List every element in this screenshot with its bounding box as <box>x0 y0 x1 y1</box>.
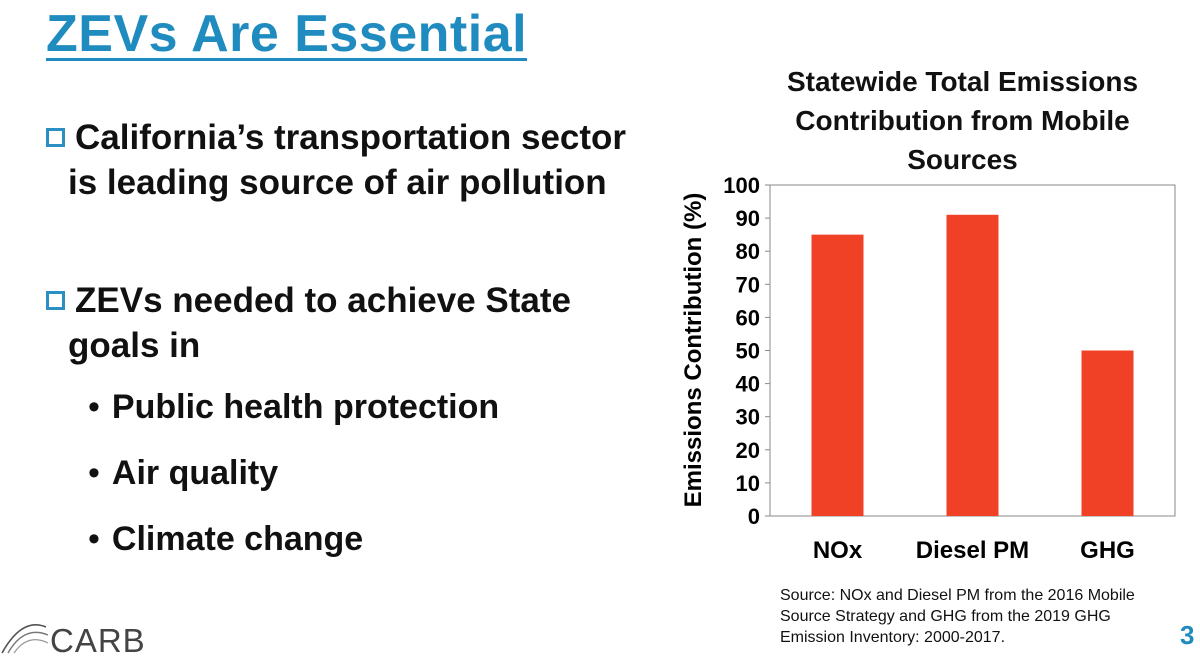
page-number: 3 <box>1180 620 1195 650</box>
y-tick-label: 30 <box>736 405 760 430</box>
y-tick-label: 90 <box>736 206 760 231</box>
x-tick-label: Diesel PM <box>916 537 1029 564</box>
y-tick-label: 80 <box>736 239 760 264</box>
y-tick-label: 20 <box>736 438 760 463</box>
x-tick-label: NOx <box>813 537 863 564</box>
y-tick-label: 70 <box>736 272 760 297</box>
source-line-2: Source Strategy and GHG from the 2019 GH… <box>780 608 1111 625</box>
bullet-transportation: California’s transportation sector is le… <box>46 115 626 205</box>
chart-title-line-2: Contribution from Mobile <box>795 105 1130 136</box>
source-line-1: Source: NOx and Diesel PM from the 2016 … <box>780 587 1135 604</box>
sub-bullet-air-quality: • Air quality <box>88 454 279 492</box>
bullet-1-line-2: is leading source of air pollution <box>68 163 607 202</box>
sub-bullet-public-health: • Public health protection <box>88 388 500 426</box>
source-note: Source: NOx and Diesel PM from the 2016 … <box>780 585 1190 648</box>
y-tick-label: 100 <box>723 173 760 198</box>
chart-title: Statewide Total Emissions Contribution f… <box>740 62 1185 179</box>
bar-nox <box>811 234 864 516</box>
bullet-1-line-1: California’s transportation sector <box>75 118 627 157</box>
bar-diesel-pm <box>946 214 999 516</box>
sub-bullet-climate-change: • Climate change <box>88 520 364 558</box>
x-tick-label: GHG <box>1080 537 1135 564</box>
bullet-2-line-1: ZEVs needed to achieve State <box>75 281 572 320</box>
carb-logo-text: CARB <box>50 622 146 659</box>
checkbox-icon <box>46 128 65 147</box>
chart-title-line-1: Statewide Total Emissions <box>786 66 1139 97</box>
bullet-zev-goals: ZEVs needed to achieve State goals in <box>46 278 571 368</box>
bullet-2-line-2: goals in <box>68 326 201 365</box>
chart-title-line-3: Sources <box>907 144 1018 175</box>
source-line-3: Emission Inventory: 2000-2017. <box>780 629 1006 646</box>
slide-title: ZEVs Are Essential <box>46 5 528 63</box>
y-tick-label: 10 <box>736 471 760 496</box>
carb-logo-icon <box>1 624 49 654</box>
y-tick-label: 50 <box>736 339 760 364</box>
checkbox-icon <box>46 291 65 310</box>
bar-ghg <box>1081 350 1134 516</box>
emissions-bar-chart: Emissions Contribution (%) 0 10 20 30 40 50 60… <box>680 173 1176 564</box>
y-axis-label: Emissions Contribution (%) <box>680 193 707 508</box>
y-tick-label: 40 <box>736 372 760 397</box>
y-tick-label: 0 <box>748 504 760 529</box>
y-tick-label: 60 <box>736 305 760 330</box>
